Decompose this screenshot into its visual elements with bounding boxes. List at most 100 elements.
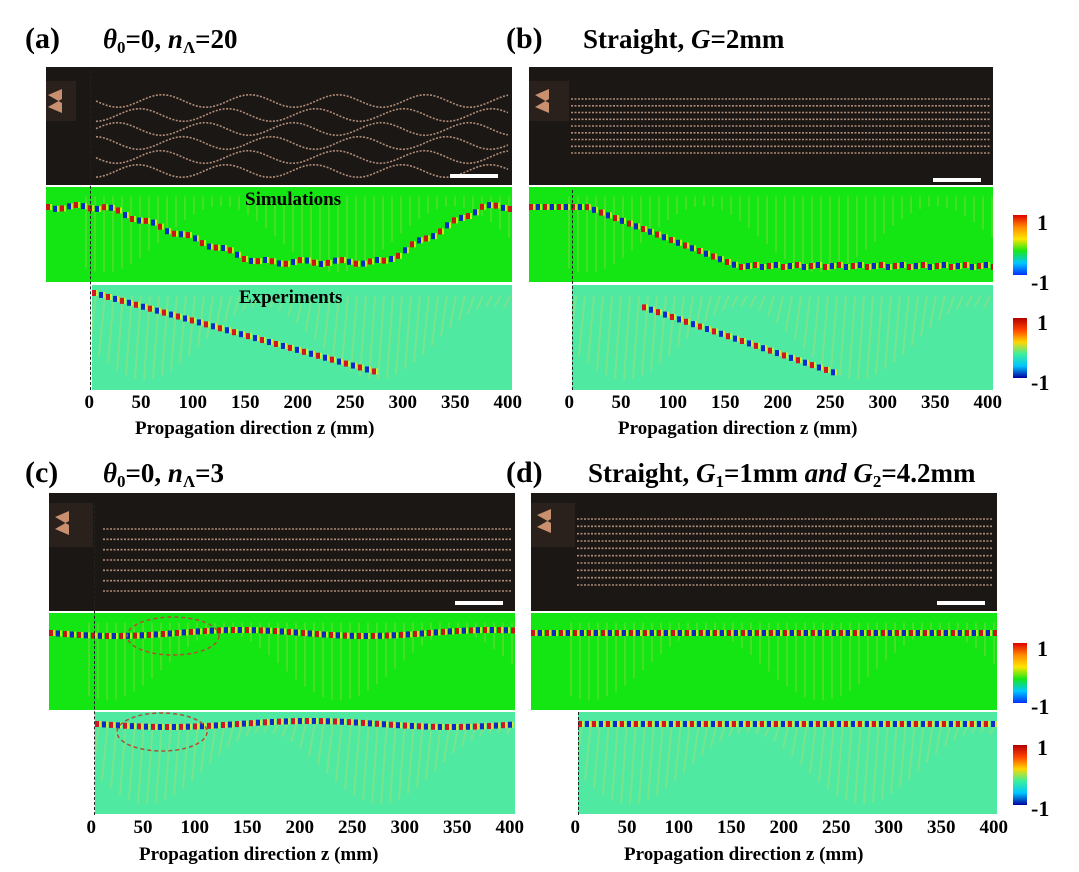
panel-a-title: θ0=0, nΛ=20 [103, 24, 238, 58]
colorbar-simulation-bottom [1013, 643, 1027, 703]
colorbar-exp-bottom-max: 1 [1037, 735, 1048, 760]
title-part: 0 [117, 38, 126, 57]
title-part: =1mm [724, 458, 805, 488]
panel-c-sample-photo [49, 493, 515, 611]
panel-d-origin-line [578, 712, 579, 815]
panel-b-experiment-waves [572, 295, 991, 380]
panel-c-label: (c) [25, 456, 59, 489]
x-tick-label: 400 [493, 392, 523, 413]
panel-b-x-axis-label: Propagation direction z (mm) [618, 418, 858, 439]
panel-c-simulation-map [49, 613, 515, 710]
title-part: 1 [715, 472, 725, 491]
panel-d-x-axis-label: Propagation direction z (mm) [624, 844, 864, 865]
title-part: G [691, 24, 711, 54]
panel-d-experiment-map [578, 712, 997, 814]
x-tick-label: 100 [178, 392, 208, 413]
x-tick-label: 200 [283, 392, 313, 413]
panel-a-experiment-map [92, 285, 512, 390]
panel-c-x-axis-label: Propagation direction z (mm) [139, 844, 379, 865]
x-tick-label: 350 [443, 817, 472, 838]
panel-a-simulations-label: Simulations [245, 189, 342, 210]
title-part: 2 [872, 472, 882, 491]
colorbar-sim-top-min: -1 [1031, 270, 1050, 295]
title-part: G [696, 458, 716, 488]
x-tick-label: 50 [611, 392, 631, 413]
x-tick-label: 300 [868, 392, 898, 413]
x-tick-label: 350 [441, 392, 470, 413]
panel-a-connector-icon [48, 89, 62, 113]
title-part: and [804, 458, 854, 488]
panel-c-origin-line [94, 505, 95, 815]
title-part: Λ [182, 38, 196, 57]
panel-c-scale-bar [455, 601, 503, 605]
x-tick-label: 300 [390, 817, 420, 838]
x-tick-label: 150 [717, 817, 746, 838]
panel-d-x-ticks: 0 50 100 150 200 250 300 350 400 [568, 817, 1009, 839]
panel-a-origin-line [90, 70, 91, 390]
x-tick-label: 0 [570, 817, 581, 838]
colorbar-experiment-top [1013, 318, 1027, 378]
title-part: Straight, [583, 24, 691, 54]
panel-b-title: Straight, G=2mm [583, 24, 784, 55]
colorbar-simulation-top [1013, 215, 1027, 275]
x-tick-label: 300 [388, 392, 418, 413]
x-tick-label: 150 [231, 392, 260, 413]
panel-b-origin-line [572, 190, 573, 390]
panel-a-experiment-waves [92, 290, 511, 380]
panel-c-exp-highlight-ellipse [116, 712, 208, 752]
panel-c-photo-drawing [49, 503, 511, 605]
x-tick-label: 50 [133, 817, 153, 838]
panel-b-photo-drawing [529, 81, 991, 182]
panel-b-connector-icon [535, 89, 549, 113]
panel-a-label: (a) [25, 22, 60, 55]
title-part: =0, [125, 24, 168, 54]
panel-a-experiments-label: Experiments [239, 287, 343, 308]
panel-c-x-ticks: 0 50 100 150 200 250 300 350 400 [84, 817, 525, 839]
panel-c-experiment-waves [95, 718, 514, 804]
panel-b-experiment-map [572, 285, 993, 390]
panel-c-title: θ0=0, nΛ=3 [103, 458, 224, 492]
panel-c-sim-highlight-ellipse [126, 616, 220, 656]
title-part: Straight, [588, 458, 696, 488]
colorbar-experiment-bottom [1013, 745, 1027, 805]
title-part: n [167, 458, 183, 488]
panel-a-scale-bar [450, 174, 498, 178]
panel-d-photo-drawing [531, 503, 993, 605]
panel-a-x-axis-label: Propagation direction z (mm) [135, 418, 375, 439]
x-tick-label: 50 [131, 392, 151, 413]
panel-b-simulation-waves [529, 196, 993, 273]
x-tick-label: 0 [564, 392, 575, 413]
colorbar-sim-bottom-max: 1 [1037, 636, 1048, 661]
panel-d-sample-photo [531, 493, 997, 611]
x-tick-label: 50 [617, 817, 637, 838]
x-tick-label: 0 [84, 392, 95, 413]
panel-b-x-ticks: 0 50 100 150 200 250 300 350 400 [562, 392, 1003, 414]
x-tick-label: 100 [658, 392, 688, 413]
title-part: Λ [182, 472, 196, 491]
panel-b-simulation-map [529, 187, 993, 282]
panel-d-simulation-map [531, 613, 997, 710]
panel-a-simulation-map [46, 187, 512, 282]
x-tick-label: 250 [816, 392, 845, 413]
x-tick-label: 400 [973, 392, 1003, 413]
x-tick-label: 100 [180, 817, 210, 838]
panel-c-strip-pattern [103, 528, 511, 592]
title-part: θ [103, 458, 118, 488]
colorbar-exp-top-max: 1 [1037, 310, 1048, 335]
x-tick-label: 200 [763, 392, 793, 413]
colorbar-exp-bottom-min: -1 [1031, 796, 1050, 821]
title-part: n [167, 24, 183, 54]
panel-a-photo-drawing [46, 81, 509, 178]
x-tick-label: 200 [285, 817, 315, 838]
x-tick-label: 150 [233, 817, 262, 838]
title-part: θ [103, 24, 118, 54]
panel-d-scale-bar [937, 601, 985, 605]
panel-b-sample-photo [529, 67, 993, 185]
x-tick-label: 200 [769, 817, 799, 838]
title-part: =2mm [710, 24, 785, 54]
x-tick-label: 400 [979, 817, 1009, 838]
x-tick-label: 150 [711, 392, 740, 413]
panel-d-connector-icon [537, 509, 551, 533]
panel-a-braid-pattern [95, 94, 509, 178]
colorbar-sim-top-max: 1 [1037, 210, 1048, 235]
